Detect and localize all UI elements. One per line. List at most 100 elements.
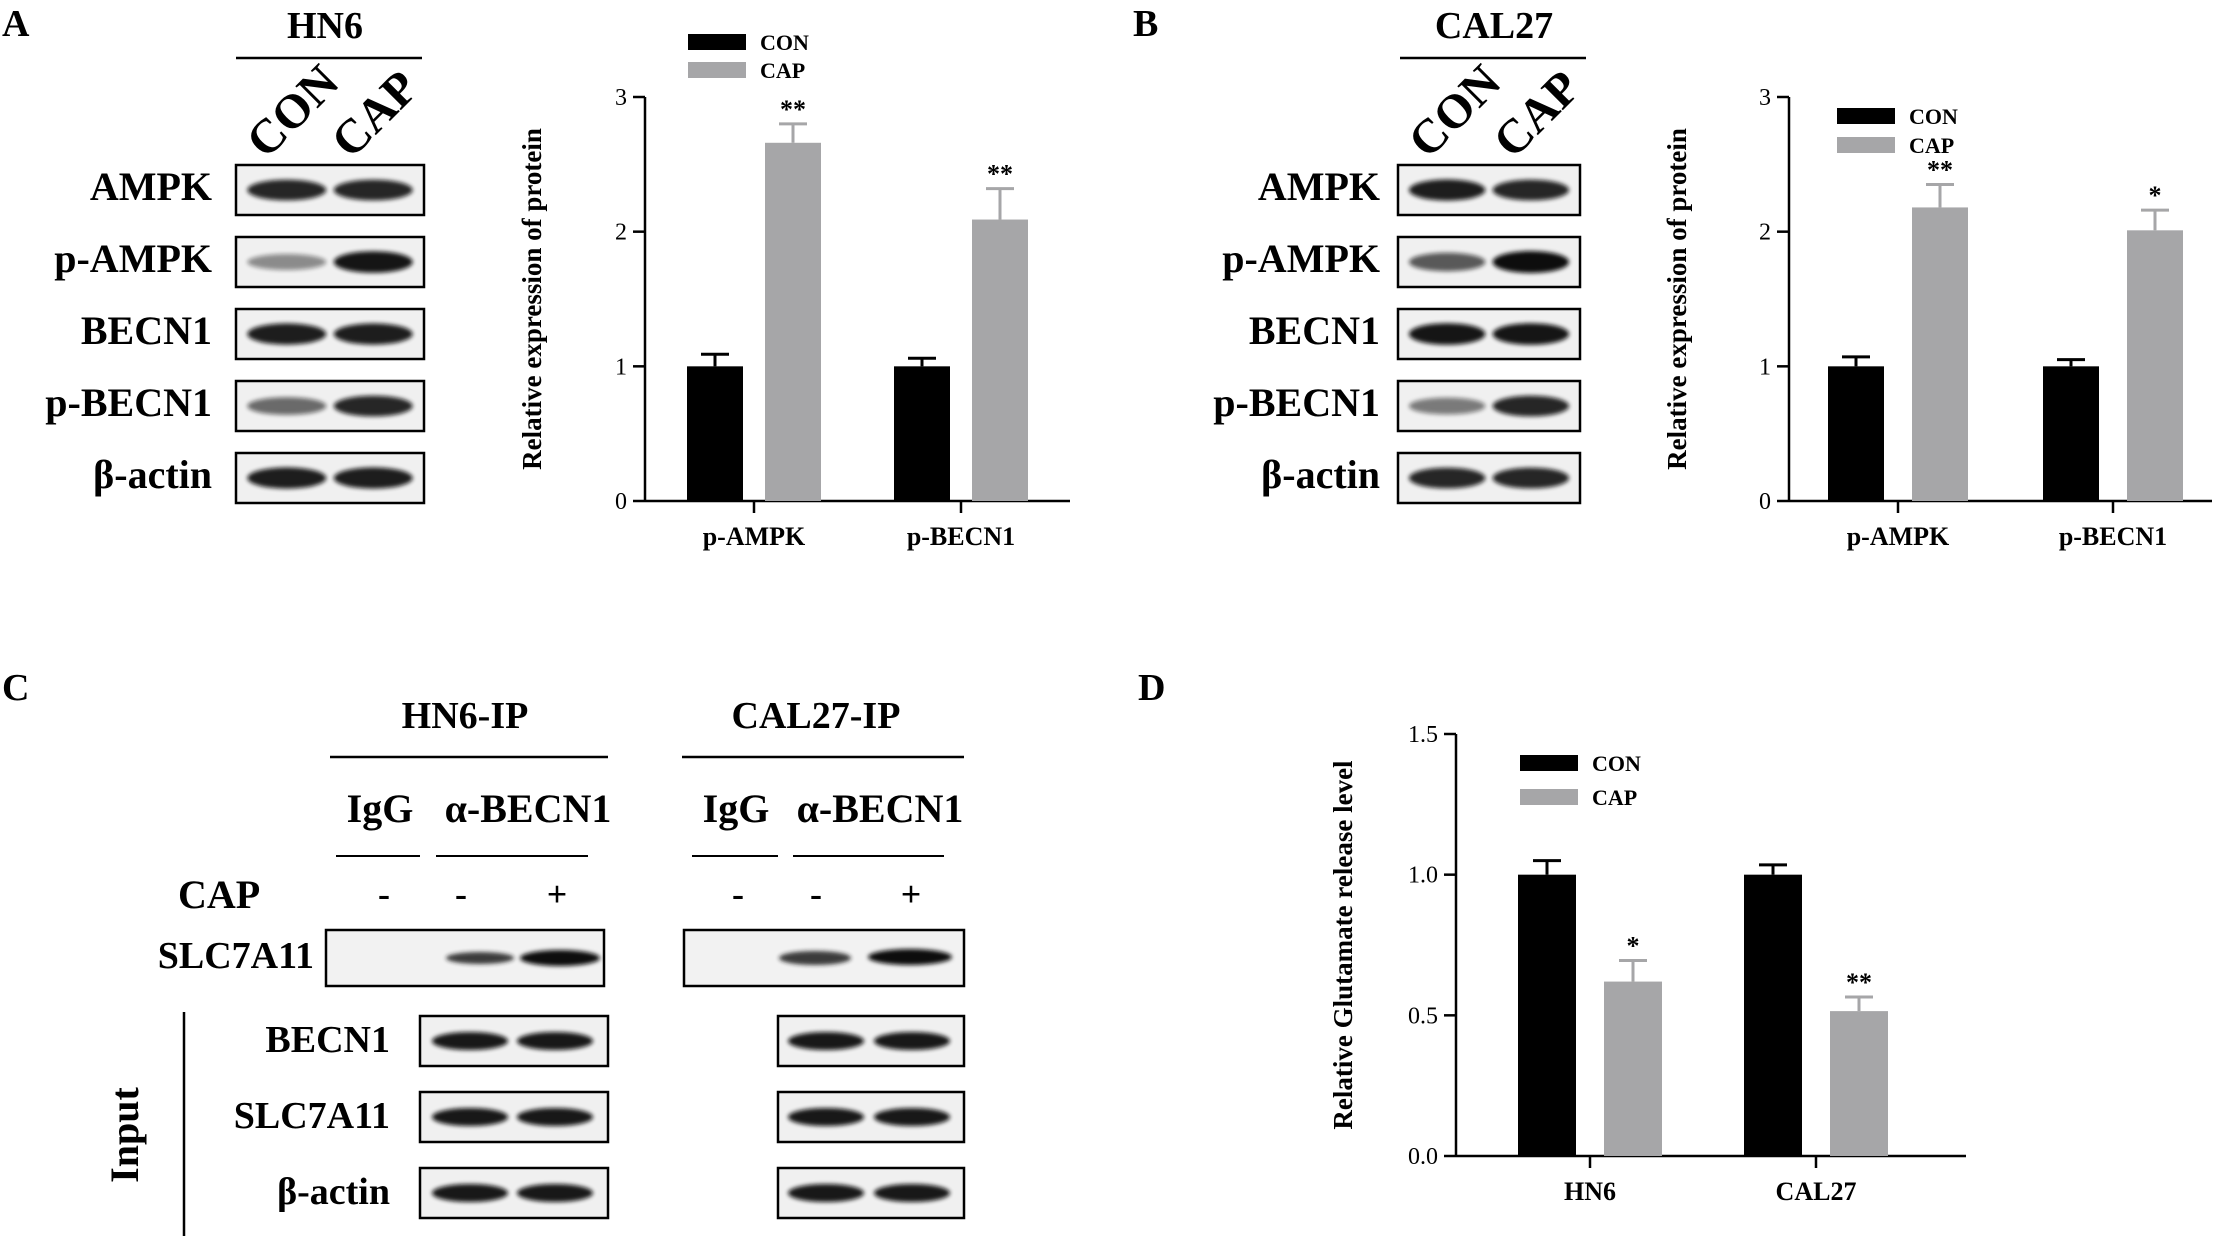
x-tick-label: p-AMPK — [1847, 522, 1950, 551]
band — [779, 951, 851, 965]
band — [446, 952, 514, 964]
bar-con — [1828, 366, 1884, 501]
panel-letter-d: D — [1138, 667, 1165, 709]
ip-blot-hn6 — [324, 928, 606, 988]
y-tick-label: 1.0 — [1408, 863, 1438, 889]
legend-label: CAP — [1909, 133, 1954, 158]
band — [517, 1184, 593, 1202]
band — [432, 1032, 508, 1050]
band — [333, 323, 413, 345]
cap-sign-1: - — [378, 874, 390, 914]
bar-cap — [2127, 230, 2183, 501]
significance-mark: * — [1627, 931, 1640, 960]
band — [1492, 179, 1570, 201]
panel-letter-c: C — [2, 667, 29, 709]
input-row-label: SLC7A11 — [234, 1095, 390, 1137]
blot-row-label: AMPK — [1258, 164, 1380, 209]
y-tick-label: 0.5 — [1408, 1003, 1438, 1029]
blot-b-col-cap: CAP — [1483, 61, 1590, 168]
bar-cap — [972, 219, 1028, 501]
y-tick-label: 1 — [1759, 354, 1771, 380]
band — [874, 1108, 950, 1126]
blot-row-label: BECN1 — [81, 308, 212, 353]
bar-cap — [765, 142, 821, 501]
band — [1408, 397, 1486, 415]
bar-cap — [1604, 981, 1662, 1156]
y-axis-label: Relative Glutamate release level — [1328, 760, 1358, 1130]
y-axis-label: Relative expression of protein — [517, 128, 547, 470]
blot-b-title: CAL27 — [1435, 5, 1553, 47]
blot-row-label: p-AMPK — [54, 236, 212, 281]
band — [788, 1108, 864, 1126]
band — [247, 397, 327, 415]
bar-cap — [1912, 207, 1968, 501]
legend-label: CAP — [760, 58, 805, 83]
blot-b-rows: AMPK p-AMPK BECN1 p-BECN1 β-actin — [1213, 163, 1582, 505]
legend-swatch-con — [688, 34, 746, 50]
band — [247, 467, 327, 489]
significance-mark: ** — [1846, 968, 1872, 997]
y-tick-label: 1 — [615, 354, 627, 380]
y-tick-label: 2 — [1759, 220, 1771, 246]
y-tick-label: 0 — [615, 489, 627, 515]
band — [432, 1184, 508, 1202]
cap-sign-2: - — [455, 874, 467, 914]
legend-swatch-cap — [1837, 137, 1895, 153]
blot-a-col-con: CON — [236, 55, 349, 168]
band — [874, 1032, 950, 1050]
legend-swatch-cap — [688, 62, 746, 78]
band — [247, 254, 327, 270]
panel-b: B CAL27 CON CAP AMPK p-AMPK BECN1 p-BECN1 β-… — [1133, 3, 1591, 505]
ip-blot-cal27 — [682, 928, 966, 988]
bar-cap — [1830, 1011, 1888, 1156]
blot-row-label: BECN1 — [1249, 308, 1380, 353]
band — [517, 1032, 593, 1050]
ip-label-becn1-2: α-BECN1 — [797, 786, 964, 831]
blot-a-col-cap: CAP — [321, 61, 428, 168]
panel-letter-b: B — [1133, 3, 1158, 45]
legend-label: CON — [760, 30, 809, 55]
input-row-label: BECN1 — [265, 1019, 390, 1061]
band — [1408, 323, 1486, 345]
cap-sign-5: - — [810, 874, 822, 914]
band — [1492, 251, 1570, 273]
blot-row-label: β-actin — [1261, 452, 1380, 497]
legend-swatch-con — [1520, 755, 1578, 771]
chart-a: 0 1 2 3 Relative expression of protein p-AMPK… — [517, 30, 1070, 551]
input-label: Input — [102, 1087, 147, 1183]
x-tick-label: HN6 — [1564, 1177, 1616, 1206]
chart-b: 0 1 2 3 Relative expression of protein p-AMPK… — [1662, 85, 2212, 551]
y-tick-label: 0 — [1759, 489, 1771, 515]
band — [333, 395, 413, 417]
blot-row-label: p-BECN1 — [45, 380, 212, 425]
bar-con — [1518, 874, 1576, 1156]
group1-title: HN6-IP — [402, 695, 529, 737]
y-axis-label: Relative expression of protein — [1662, 128, 1692, 470]
band — [1408, 179, 1486, 201]
legend-swatch-cap — [1520, 789, 1578, 805]
bar-con — [2043, 366, 2099, 501]
y-tick-label: 2 — [615, 220, 627, 246]
x-tick-label: CAL27 — [1776, 1177, 1857, 1206]
cap-row-label: CAP — [178, 872, 260, 917]
band — [333, 179, 413, 201]
panel-a: A HN6 CON CAP AMPK p-AMPK BECN1 p-BECN1 β-ac… — [2, 3, 429, 505]
significance-mark: * — [2149, 181, 2162, 210]
band — [1492, 467, 1570, 489]
legend-label: CON — [1909, 104, 1958, 129]
bar-con — [894, 366, 950, 501]
band — [247, 323, 327, 345]
y-tick-label: 3 — [1759, 85, 1771, 111]
band — [1492, 395, 1570, 417]
chart-d: 0.0 0.5 1.0 1.5 Relative Glutamate release l… — [1328, 722, 1966, 1206]
panel-d: D — [1138, 667, 1165, 709]
blot-row-label: p-AMPK — [1222, 236, 1380, 281]
ip-label-igg-2: IgG — [703, 786, 770, 831]
band — [1408, 467, 1486, 489]
band — [520, 950, 600, 966]
panel-c: C HN6-IP CAL27-IP IgG α-BECN1 IgG α-BECN… — [2, 667, 966, 1236]
y-tick-label: 3 — [615, 85, 627, 111]
blot-b-col-con: CON — [1398, 55, 1511, 168]
ip-label-igg-1: IgG — [347, 786, 414, 831]
